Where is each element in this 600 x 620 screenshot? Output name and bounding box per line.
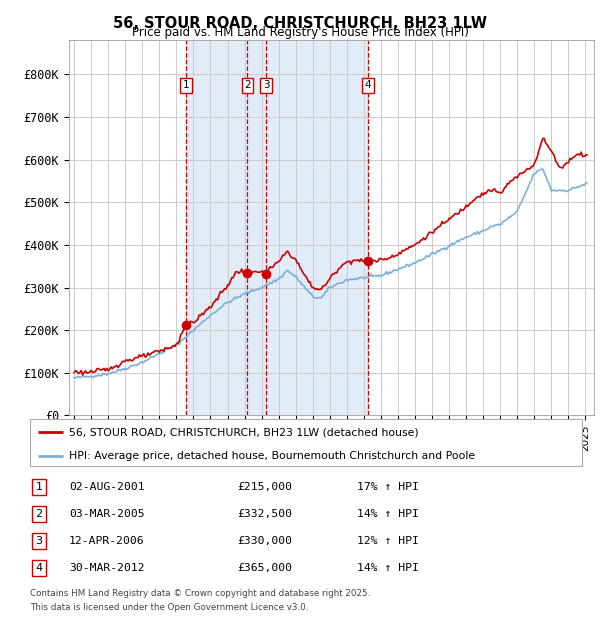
Text: This data is licensed under the Open Government Licence v3.0.: This data is licensed under the Open Gov… [30,603,308,613]
Text: 1: 1 [183,81,190,91]
Text: 1: 1 [35,482,43,492]
Bar [186,40,368,415]
Text: £215,000: £215,000 [237,482,292,492]
Text: HPI: Average price, detached house, Bournemouth Christchurch and Poole: HPI: Average price, detached house, Bour… [68,451,475,461]
Text: 14% ↑ HPI: 14% ↑ HPI [357,509,419,519]
Text: 17% ↑ HPI: 17% ↑ HPI [357,482,419,492]
Text: 02-AUG-2001: 02-AUG-2001 [69,482,145,492]
Text: 14% ↑ HPI: 14% ↑ HPI [357,563,419,573]
Text: Price paid vs. HM Land Registry's House Price Index (HPI): Price paid vs. HM Land Registry's House … [131,26,469,39]
Text: £332,500: £332,500 [237,509,292,519]
Text: 2: 2 [244,81,251,91]
Text: 56, STOUR ROAD, CHRISTCHURCH, BH23 1LW: 56, STOUR ROAD, CHRISTCHURCH, BH23 1LW [113,16,487,30]
Text: £330,000: £330,000 [237,536,292,546]
Text: 2: 2 [35,509,43,519]
Text: 4: 4 [35,563,43,573]
Text: 12% ↑ HPI: 12% ↑ HPI [357,536,419,546]
Text: £365,000: £365,000 [237,563,292,573]
Text: 30-MAR-2012: 30-MAR-2012 [69,563,145,573]
Text: Contains HM Land Registry data © Crown copyright and database right 2025.: Contains HM Land Registry data © Crown c… [30,590,370,598]
Text: 3: 3 [35,536,43,546]
Text: 12-APR-2006: 12-APR-2006 [69,536,145,546]
Text: 4: 4 [365,81,371,91]
Text: 03-MAR-2005: 03-MAR-2005 [69,509,145,519]
Text: 3: 3 [263,81,269,91]
Text: 56, STOUR ROAD, CHRISTCHURCH, BH23 1LW (detached house): 56, STOUR ROAD, CHRISTCHURCH, BH23 1LW (… [68,427,418,437]
